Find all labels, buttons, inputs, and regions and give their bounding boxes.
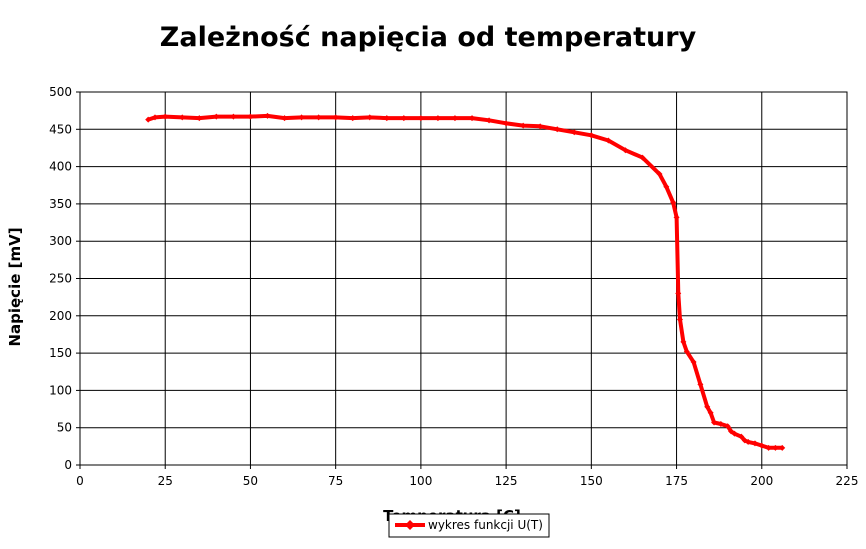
x-tick-label: 50 [243,474,258,488]
data-point [724,423,731,430]
data-point [400,115,407,122]
data-point [588,132,595,139]
data-point [332,114,339,121]
y-tick-label: 200 [49,309,72,323]
data-point [765,444,772,451]
data-point [520,122,527,129]
data-point [281,115,288,122]
x-tick-label: 125 [495,474,518,488]
data-point [639,154,646,161]
data-point [717,420,724,427]
data-point [711,419,718,426]
y-tick-label: 350 [49,197,72,211]
y-tick-label: 500 [49,85,72,99]
data-point [656,171,663,178]
data-point [298,114,305,121]
data-point [779,444,786,451]
x-tick-label: 75 [328,474,343,488]
x-tick-label: 200 [750,474,773,488]
data-point [503,120,510,127]
data-point [704,403,711,410]
legend-marker [405,520,415,530]
data-point [758,442,765,449]
legend-label: wykres funkcji U(T) [428,518,543,532]
data-point [537,123,544,130]
y-tick-label: 150 [49,346,72,360]
y-axis-title: Napięcie [mV] [6,227,24,346]
data-point [622,147,629,154]
data-point [663,183,670,190]
x-axis: 0 25 50 75 100 125 150 175 200 225 [76,465,858,488]
data-point [680,338,687,345]
data-point [676,316,683,323]
data-point [179,114,186,121]
data-point [145,116,152,123]
x-tick-label: 225 [836,474,859,488]
data-point [417,115,424,122]
data-point [751,440,758,447]
data-point [605,137,612,144]
data-point [469,115,476,122]
data-point [213,113,220,120]
data-point [683,348,690,355]
y-tick-label: 400 [49,160,72,174]
x-tick-label: 25 [158,474,173,488]
data-point [451,115,458,122]
data-point [162,113,169,120]
legend-box [388,513,550,538]
data-point [383,115,390,122]
data-point [247,113,254,120]
data-point [264,112,271,119]
data-point [434,115,441,122]
data-point [670,199,677,206]
data-point [230,113,237,120]
x-tick-label: 100 [409,474,432,488]
chart-title: Zależność napięcia od temperatury [159,22,697,53]
data-point [707,409,714,416]
x-tick-label: 0 [76,474,84,488]
data-point [571,129,578,136]
data-point [486,117,493,124]
data-point [690,359,697,366]
y-tick-label: 50 [57,421,72,435]
data-point [731,430,738,437]
y-tick-label: 450 [49,122,72,136]
data-point [349,115,356,122]
data-point [745,438,752,445]
series-line [147,113,783,450]
series-group [145,112,786,451]
x-tick-label: 175 [665,474,688,488]
data-point [738,433,745,440]
data-point [772,444,779,451]
data-point [196,115,203,122]
y-tick-label: 300 [49,234,72,248]
y-tick-label: 0 [64,458,72,472]
data-point [697,381,704,388]
data-point [151,114,158,121]
y-tick-label: 250 [49,272,72,286]
data-point [554,126,561,133]
data-point [315,114,322,121]
x-tick-label: 150 [580,474,603,488]
grid [80,92,847,465]
legend: wykres funkcji U(T) [388,513,550,538]
y-axis: 0 50 100 150 200 250 300 350 400 450 500 [49,85,80,472]
y-tick-label: 100 [49,383,72,397]
data-point [675,290,682,297]
data-point [673,214,680,221]
data-point [366,114,373,121]
